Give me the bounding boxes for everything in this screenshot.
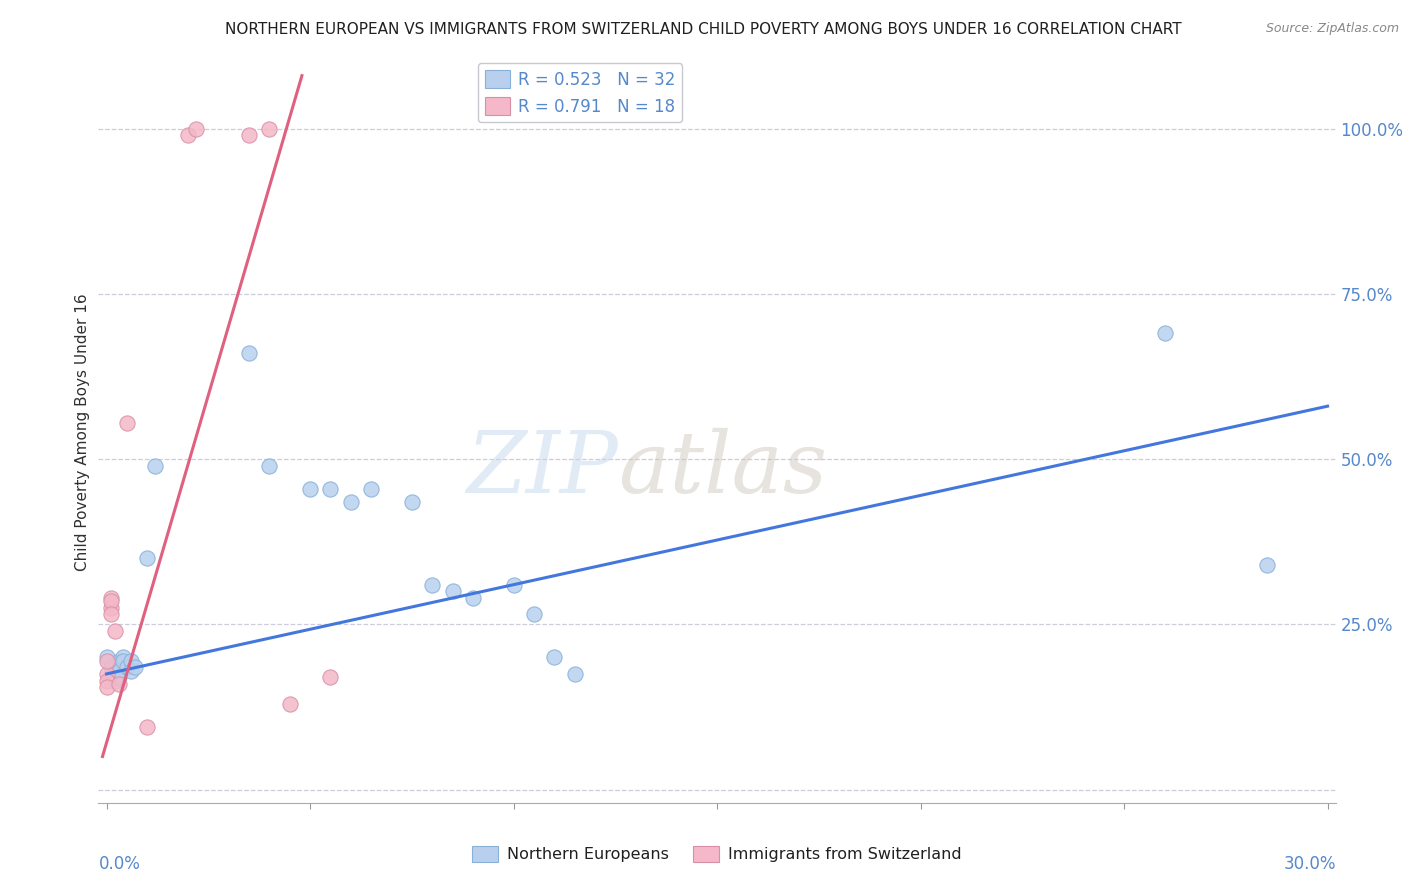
Point bbox=[136, 720, 159, 734]
Point bbox=[259, 121, 281, 136]
Point bbox=[100, 670, 122, 684]
Point bbox=[120, 664, 142, 678]
Point bbox=[136, 551, 159, 566]
Point bbox=[259, 458, 281, 473]
Point bbox=[177, 128, 200, 143]
Point bbox=[100, 600, 122, 615]
Point bbox=[115, 416, 138, 430]
Point bbox=[184, 121, 207, 136]
Text: NORTHERN EUROPEAN VS IMMIGRANTS FROM SWITZERLAND CHILD POVERTY AMONG BOYS UNDER : NORTHERN EUROPEAN VS IMMIGRANTS FROM SWI… bbox=[225, 22, 1181, 37]
Point bbox=[104, 666, 127, 681]
Point bbox=[107, 664, 129, 678]
Legend: R = 0.523   N = 32, R = 0.791   N = 18: R = 0.523 N = 32, R = 0.791 N = 18 bbox=[478, 63, 682, 122]
Point bbox=[441, 584, 464, 599]
Point bbox=[339, 495, 361, 509]
Point bbox=[96, 673, 118, 688]
Point bbox=[523, 607, 546, 622]
Point bbox=[124, 660, 146, 674]
Text: 30.0%: 30.0% bbox=[1284, 855, 1336, 872]
Point bbox=[461, 591, 484, 605]
Point bbox=[100, 607, 122, 622]
Point bbox=[96, 650, 118, 665]
Point bbox=[107, 670, 129, 684]
Point bbox=[104, 673, 127, 688]
Point bbox=[96, 654, 118, 668]
Point bbox=[96, 680, 118, 694]
Point bbox=[115, 660, 138, 674]
Point bbox=[111, 650, 134, 665]
Point bbox=[319, 670, 342, 684]
Point bbox=[107, 677, 129, 691]
Point bbox=[360, 482, 382, 496]
Point bbox=[96, 666, 118, 681]
Point bbox=[100, 594, 122, 608]
Point bbox=[111, 654, 134, 668]
Point bbox=[100, 591, 122, 605]
Point bbox=[278, 697, 301, 711]
Point bbox=[104, 624, 127, 638]
Text: atlas: atlas bbox=[619, 428, 827, 511]
Point bbox=[1256, 558, 1278, 572]
Text: 0.0%: 0.0% bbox=[98, 855, 141, 872]
Point bbox=[120, 654, 142, 668]
Point bbox=[401, 495, 423, 509]
Point bbox=[1153, 326, 1175, 341]
Point bbox=[238, 346, 260, 360]
Point bbox=[564, 666, 586, 681]
Point bbox=[145, 458, 167, 473]
Point bbox=[502, 577, 524, 591]
Point bbox=[543, 650, 565, 665]
Text: ZIP: ZIP bbox=[467, 428, 619, 511]
Point bbox=[420, 577, 443, 591]
Point bbox=[238, 128, 260, 143]
Point bbox=[100, 660, 122, 674]
Point bbox=[107, 654, 129, 668]
Point bbox=[319, 482, 342, 496]
Text: Source: ZipAtlas.com: Source: ZipAtlas.com bbox=[1265, 22, 1399, 36]
Y-axis label: Child Poverty Among Boys Under 16: Child Poverty Among Boys Under 16 bbox=[75, 293, 90, 572]
Point bbox=[299, 482, 322, 496]
